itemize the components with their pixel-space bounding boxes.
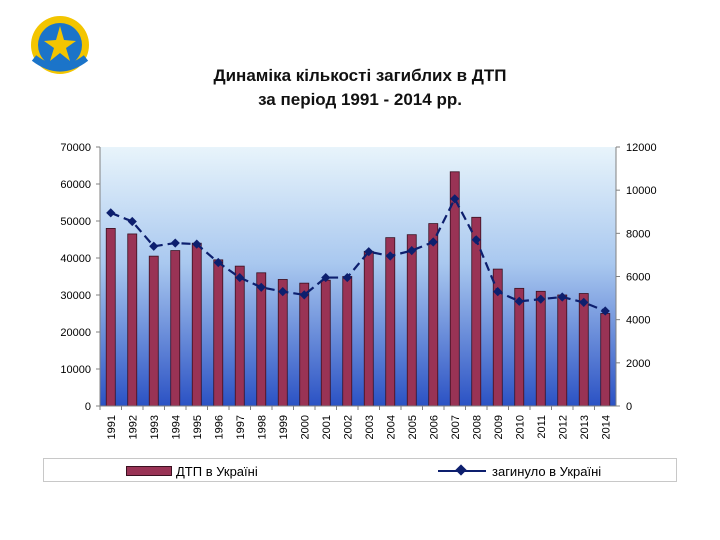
x-tick-label-2001: 2001 — [321, 415, 333, 439]
line-point-2002 — [342, 272, 352, 283]
right-tick-label: 6000 — [626, 272, 650, 284]
line-point-2010 — [514, 296, 524, 306]
line-point-1993 — [149, 241, 159, 251]
line-point-2000 — [299, 290, 309, 300]
x-tick-label-1993: 1993 — [149, 415, 161, 439]
chart-title: Динаміка кількості загиблих в ДТП за пер… — [100, 64, 620, 112]
derzhdorinspektsiia-emblem-icon — [31, 16, 89, 74]
legend-bar-label: ДТП в Україні — [176, 463, 258, 479]
bar-2002 — [342, 276, 353, 407]
bar-1992 — [127, 233, 138, 407]
line-point-2008 — [471, 235, 481, 245]
line-point-2003 — [364, 247, 374, 257]
legend-line-label: загинуло в Україні — [492, 463, 602, 479]
bar-2000 — [299, 282, 310, 407]
bar-1997 — [234, 265, 245, 407]
x-tick-label-1995: 1995 — [192, 415, 204, 439]
bar-2014 — [600, 313, 611, 407]
line-point-1999 — [278, 287, 288, 297]
legend-item-bars: ДТП в Україні — [126, 462, 258, 480]
bar-2013 — [578, 293, 589, 407]
line-point-2009 — [493, 287, 503, 297]
x-tick-label-2005: 2005 — [407, 415, 419, 439]
bar-1995 — [191, 242, 202, 407]
x-tick-label-2008: 2008 — [471, 415, 483, 439]
left-tick-label: 70000 — [60, 142, 91, 154]
x-tick-label-1997: 1997 — [235, 415, 247, 439]
line-point-1997 — [235, 272, 245, 283]
left-tick-label: 60000 — [60, 179, 91, 191]
right-tick-label: 0 — [626, 401, 632, 413]
x-tick-label-2002: 2002 — [342, 415, 354, 439]
x-tick-label-2009: 2009 — [493, 415, 505, 439]
bar-2012 — [557, 294, 568, 407]
bar-2010 — [514, 287, 525, 407]
x-tick-label-1994: 1994 — [170, 415, 182, 439]
line-point-2014 — [600, 306, 610, 316]
bar-2001 — [320, 279, 331, 407]
bar-1998 — [256, 272, 267, 407]
line-point-2011 — [536, 294, 546, 304]
x-tick-label-1999: 1999 — [278, 415, 290, 439]
chart-title-line2: за період 1991 - 2014 рр. — [258, 90, 462, 109]
bar-2003 — [363, 250, 374, 407]
chart-title-line1: Динаміка кількості загиблих в ДТП — [213, 66, 507, 85]
x-tick-label-2012: 2012 — [557, 415, 569, 439]
x-tick-label-1998: 1998 — [256, 415, 268, 439]
x-tick-label-2000: 2000 — [299, 415, 311, 439]
line-point-1998 — [256, 282, 266, 292]
bar-1991 — [105, 227, 116, 407]
x-tick-label-2010: 2010 — [514, 415, 526, 439]
line-point-1995 — [192, 239, 202, 249]
logo-emblem — [28, 14, 92, 76]
line-point-1992 — [127, 216, 137, 227]
bar-1993 — [148, 255, 159, 407]
bar-2006 — [428, 223, 439, 407]
right-tick-label: 2000 — [626, 358, 650, 370]
x-tick-label-1992: 1992 — [127, 415, 139, 439]
legend: ДТП в Україні загинуло в Україні — [43, 458, 677, 482]
right-tick-label: 4000 — [626, 315, 650, 327]
x-tick-label-2013: 2013 — [579, 415, 591, 439]
bar-1996 — [213, 259, 224, 407]
left-tick-label: 20000 — [60, 327, 91, 339]
right-tick-label: 10000 — [626, 185, 657, 197]
line-point-2001 — [321, 272, 331, 283]
legend-line-swatch — [438, 464, 486, 477]
bar-2005 — [406, 234, 417, 407]
bar-2004 — [385, 237, 396, 407]
x-tick-label-2003: 2003 — [364, 415, 376, 439]
line-point-2013 — [579, 297, 589, 307]
x-tick-label-2011: 2011 — [536, 415, 548, 439]
x-tick-label-2004: 2004 — [385, 415, 397, 439]
legend-bar-swatch — [126, 466, 172, 476]
left-tick-label: 40000 — [60, 253, 91, 265]
bar-1994 — [170, 250, 181, 407]
line-point-2005 — [407, 246, 417, 256]
left-tick-label: 30000 — [60, 290, 91, 302]
x-tick-label-2014: 2014 — [600, 415, 612, 439]
bar-2008 — [471, 216, 482, 407]
left-tick-label: 10000 — [60, 364, 91, 376]
plot-area — [100, 147, 616, 406]
right-tick-label: 8000 — [626, 228, 650, 240]
left-tick-label: 50000 — [60, 216, 91, 228]
x-tick-label-1991: 1991 — [106, 415, 118, 439]
line-point-2007 — [450, 194, 460, 204]
line-point-2006 — [428, 237, 438, 247]
line-point-1991 — [106, 208, 116, 218]
right-tick-label: 12000 — [626, 142, 657, 154]
legend-item-line: загинуло в Україні — [438, 462, 601, 480]
line-point-1994 — [170, 238, 180, 248]
line-point-1996 — [213, 257, 223, 268]
x-tick-label-2007: 2007 — [450, 415, 462, 439]
x-tick-label-1996: 1996 — [213, 415, 225, 439]
bar-2011 — [535, 290, 546, 407]
line-point-2012 — [557, 292, 567, 302]
left-tick-label: 0 — [85, 401, 91, 413]
line-point-2004 — [385, 251, 395, 261]
x-tick-label-2006: 2006 — [428, 415, 440, 439]
bar-1999 — [277, 279, 288, 407]
